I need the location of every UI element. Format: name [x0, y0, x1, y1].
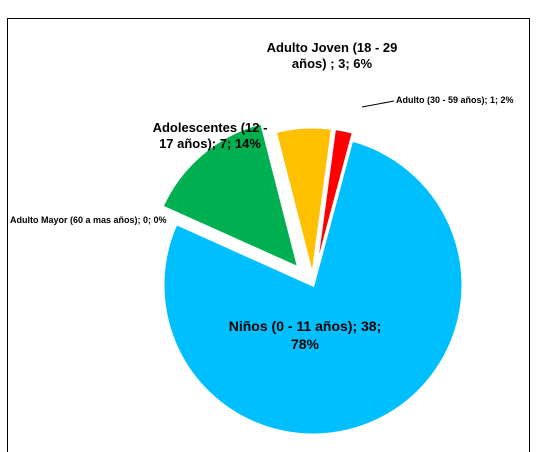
slice-adolescentes [160, 121, 302, 271]
data-label-adulto: Adulto (30 - 59 años); 1; 2% [396, 95, 514, 105]
pie-slices [160, 121, 465, 437]
chart-frame-right [529, 18, 530, 452]
chart-frame-top [7, 18, 529, 19]
chart-frame-left [7, 18, 8, 452]
data-label-adolescentes: Adolescentes (12 -17 años); 7; 14% [152, 120, 268, 152]
leader-line-adulto [361, 100, 395, 108]
slice-adulto-joven [273, 125, 335, 278]
data-label-adulto-joven: Adulto Joven (18 - 29 años) ; 3; 6% [266, 40, 398, 72]
data-label-adulto-mayor: Adulto Mayor (60 a mas años); 0; 0% [10, 215, 167, 225]
slice-ninos [161, 138, 465, 437]
data-label-ninos: Niños (0 - 11 años); 38; 78% [228, 318, 382, 352]
leader-lines [361, 100, 395, 108]
slice-adulto [313, 126, 356, 278]
